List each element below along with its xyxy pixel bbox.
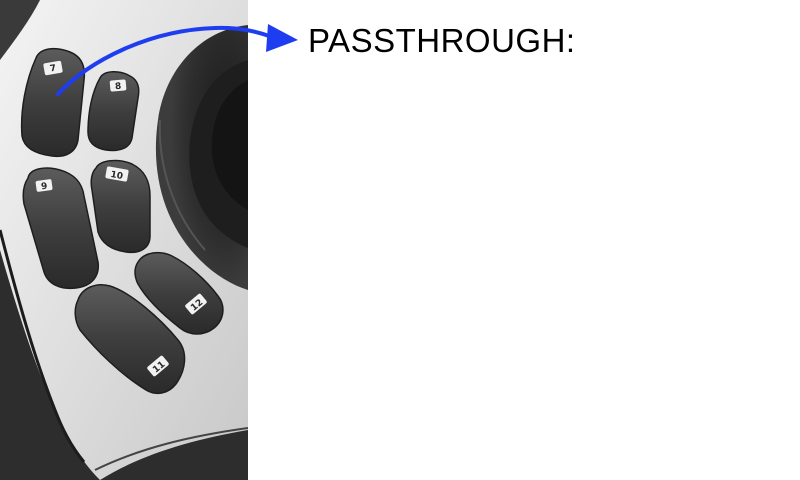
- controller-photo: 7 8 9 10 11 12: [0, 0, 248, 480]
- key-7-label: 7: [49, 64, 57, 75]
- trim-top-left: [0, 0, 40, 60]
- grip-lower-left: [0, 250, 100, 480]
- key-8-label: 8: [115, 82, 122, 93]
- grip-lower-right: [100, 430, 248, 480]
- key-9-label: 9: [40, 182, 48, 193]
- key-9: [22, 167, 100, 290]
- key-10: [90, 159, 151, 254]
- key-11: [74, 284, 186, 395]
- key-10-label: 10: [110, 170, 124, 182]
- passthrough-caption: PASSTHROUGH:: [308, 22, 576, 59]
- key-12: [134, 251, 224, 335]
- arrow-head: [266, 24, 298, 52]
